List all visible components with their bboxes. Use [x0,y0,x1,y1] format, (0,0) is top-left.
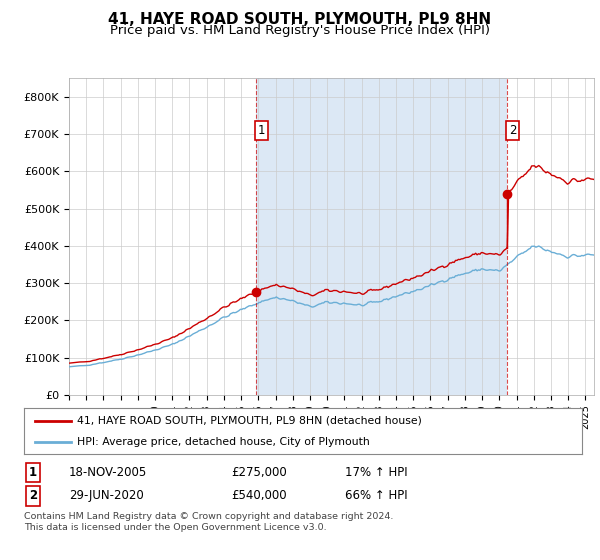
Bar [256,78,507,395]
Text: Contains HM Land Registry data © Crown copyright and database right 2024.
This d: Contains HM Land Registry data © Crown c… [24,512,394,532]
Text: 2: 2 [29,489,37,502]
Text: 17% ↑ HPI: 17% ↑ HPI [345,466,407,479]
Text: 1: 1 [257,124,265,137]
Text: £275,000: £275,000 [231,466,287,479]
Text: £540,000: £540,000 [231,489,287,502]
Text: Price paid vs. HM Land Registry's House Price Index (HPI): Price paid vs. HM Land Registry's House … [110,24,490,36]
Text: 18-NOV-2005: 18-NOV-2005 [69,466,147,479]
Text: 66% ↑ HPI: 66% ↑ HPI [345,489,407,502]
Text: 29-JUN-2020: 29-JUN-2020 [69,489,144,502]
Text: 2: 2 [509,124,516,137]
Text: 1: 1 [29,466,37,479]
Text: 41, HAYE ROAD SOUTH, PLYMOUTH, PL9 8HN: 41, HAYE ROAD SOUTH, PLYMOUTH, PL9 8HN [109,12,491,27]
Text: HPI: Average price, detached house, City of Plymouth: HPI: Average price, detached house, City… [77,437,370,447]
Text: 41, HAYE ROAD SOUTH, PLYMOUTH, PL9 8HN (detached house): 41, HAYE ROAD SOUTH, PLYMOUTH, PL9 8HN (… [77,416,422,426]
